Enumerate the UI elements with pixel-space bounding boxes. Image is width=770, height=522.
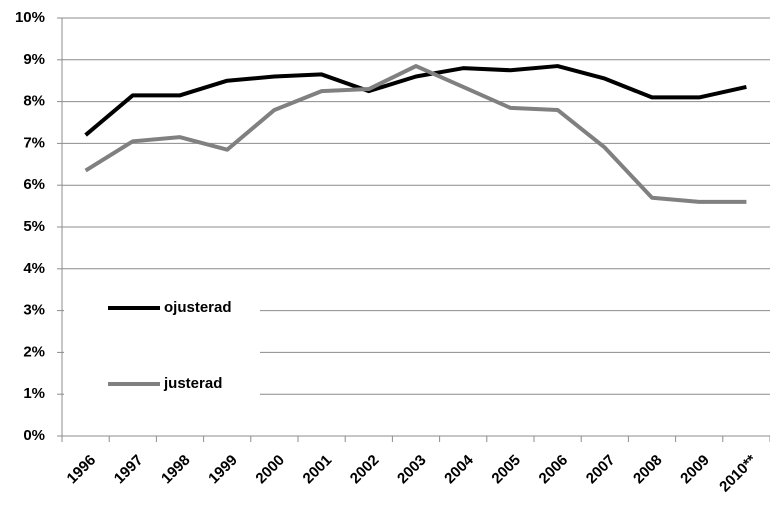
y-tick-label: 9% [23,51,45,68]
x-tick-label: 2007 [583,452,619,488]
x-tick-label: 1998 [158,452,194,488]
y-tick-label: 1% [23,385,45,402]
legend-label: ojusterad [164,299,232,316]
y-tick-label: 5% [23,218,45,235]
x-tick-label: 2002 [347,452,383,488]
series-line [84,64,747,204]
series-line [84,64,747,137]
x-tick-label: 2008 [630,452,666,488]
y-tick-label: 10% [15,9,45,26]
y-tick-label: 3% [23,302,45,319]
y-tick-label: 4% [23,260,45,277]
x-tick-label: 2005 [488,452,524,488]
legend-label: justerad [163,375,222,392]
x-tick-label: 1996 [64,452,100,488]
x-tick-label: 2001 [300,452,336,488]
y-tick-label: 8% [23,93,45,110]
x-tick-label: 2003 [394,452,430,488]
x-tick-label: 2010** [716,452,760,496]
x-tick-label: 2009 [677,452,713,488]
x-tick-label: 2004 [441,451,477,487]
y-tick-label: 2% [23,343,45,360]
x-tick-label: 2006 [536,452,572,488]
x-tick-label: 2000 [252,452,288,488]
x-tick-label: 1997 [111,452,147,488]
x-tick-label: 1999 [205,452,241,488]
y-tick-label: 7% [23,134,45,151]
plot: 0% 1% 2% 3% 4% 5% 6% 7% 8% 9% 10% 1996 1997 1998 1999 2… [15,9,770,496]
y-tick-label: 0% [23,427,45,444]
y-tick-label: 6% [23,176,45,193]
legend-background [64,290,260,405]
